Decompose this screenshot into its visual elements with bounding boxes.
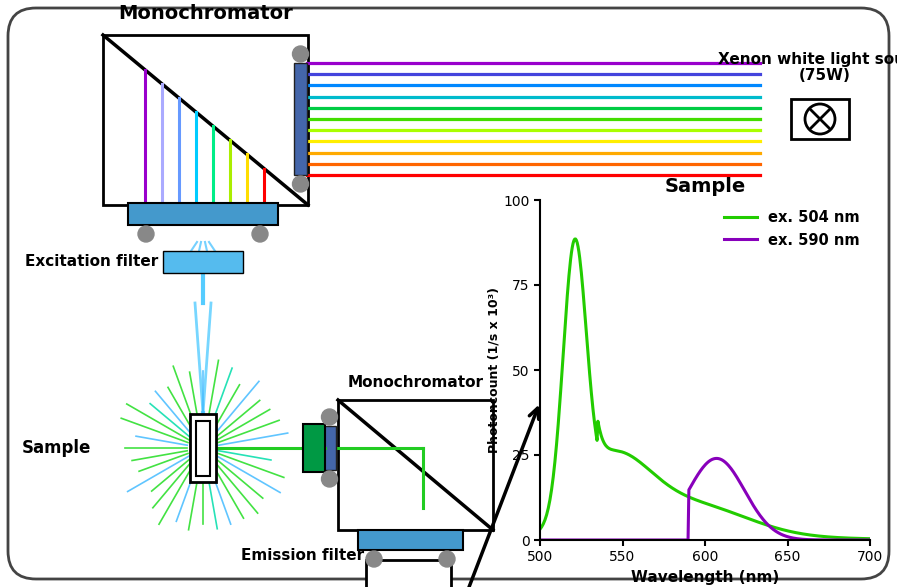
Title: Sample: Sample xyxy=(665,177,745,195)
ex. 504 nm xyxy=(773,525,784,532)
ex. 590 nm xyxy=(710,455,721,462)
ex. 590 nm xyxy=(865,537,875,544)
Text: Monochromator: Monochromator xyxy=(347,375,483,390)
Text: (75W): (75W) xyxy=(799,68,851,83)
Circle shape xyxy=(321,409,337,425)
ex. 590 nm xyxy=(574,537,585,544)
ex. 504 nm xyxy=(743,515,753,522)
ex. 590 nm xyxy=(666,537,676,544)
Line: ex. 590 nm: ex. 590 nm xyxy=(540,458,870,540)
Bar xyxy=(163,251,243,273)
Circle shape xyxy=(292,46,309,62)
ex. 590 nm xyxy=(535,537,545,544)
Bar xyxy=(294,63,307,175)
Bar xyxy=(338,400,493,530)
ex. 504 nm xyxy=(865,535,875,542)
ex. 590 nm xyxy=(743,494,753,501)
ex. 590 nm xyxy=(773,529,784,537)
Bar xyxy=(323,426,336,470)
Circle shape xyxy=(138,226,154,242)
X-axis label: Wavelength (nm): Wavelength (nm) xyxy=(631,570,779,585)
ex. 504 nm xyxy=(643,465,654,473)
Bar xyxy=(103,35,308,205)
Circle shape xyxy=(805,104,835,134)
Text: Sample: Sample xyxy=(22,439,91,457)
Bar xyxy=(190,414,216,482)
Circle shape xyxy=(439,551,455,567)
ex. 590 nm xyxy=(642,537,653,544)
Bar xyxy=(366,560,451,587)
Circle shape xyxy=(321,471,337,487)
Bar xyxy=(128,203,278,225)
Circle shape xyxy=(252,226,268,242)
Circle shape xyxy=(292,176,309,192)
Text: Xenon white light source: Xenon white light source xyxy=(718,52,897,67)
Text: Monochromator: Monochromator xyxy=(118,4,293,23)
Y-axis label: Photoncount (1/s x 10³): Photoncount (1/s x 10³) xyxy=(487,287,501,453)
ex. 504 nm xyxy=(666,484,677,491)
ex. 504 nm xyxy=(570,235,581,242)
Circle shape xyxy=(366,551,382,567)
Bar xyxy=(303,424,325,472)
FancyBboxPatch shape xyxy=(8,8,889,579)
Bar xyxy=(196,420,210,475)
ex. 504 nm xyxy=(575,261,586,268)
Bar xyxy=(791,99,849,139)
Bar xyxy=(358,530,463,550)
Text: Emission filter: Emission filter xyxy=(241,548,364,563)
Text: Excitation filter: Excitation filter xyxy=(25,255,158,269)
ex. 504 nm xyxy=(535,525,545,532)
Line: ex. 504 nm: ex. 504 nm xyxy=(540,239,870,539)
Legend: ex. 504 nm, ex. 590 nm: ex. 504 nm, ex. 590 nm xyxy=(721,207,863,251)
ex. 504 nm xyxy=(775,525,786,532)
ex. 590 nm xyxy=(775,531,786,538)
